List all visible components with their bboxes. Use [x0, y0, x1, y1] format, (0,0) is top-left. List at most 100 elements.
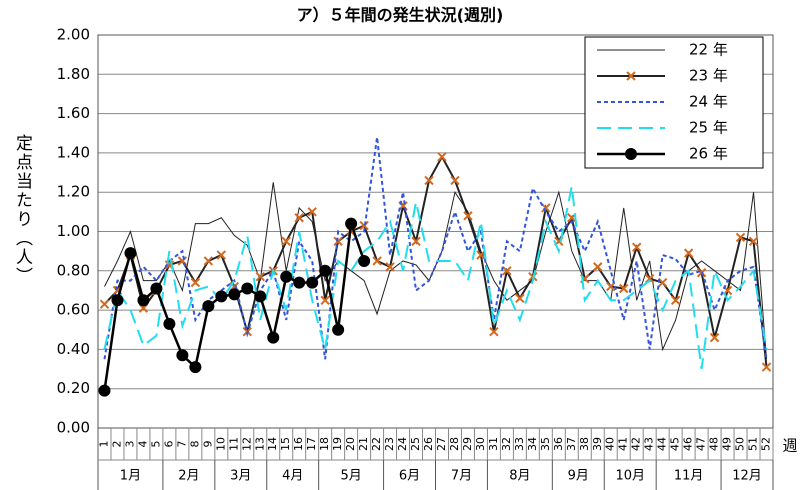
legend-label: 23 年 — [689, 67, 728, 85]
x-tick-label: 19 — [331, 437, 344, 451]
marker — [203, 256, 214, 266]
x-tick-label: 11 — [227, 437, 240, 451]
legend-label: 26 年 — [689, 145, 728, 163]
x-tick-label: 12 — [240, 437, 253, 451]
marker — [293, 276, 306, 289]
x-tick-label: 4 — [136, 441, 149, 448]
marker — [411, 236, 421, 247]
legend-label: 24 年 — [689, 93, 728, 111]
y-tick-label: 1.80 — [57, 65, 90, 83]
x-tick-label: 46 — [682, 437, 695, 451]
series-line — [104, 182, 768, 360]
marker — [515, 293, 525, 304]
marker — [163, 317, 176, 330]
marker — [190, 277, 201, 288]
x-tick-label: 30 — [474, 437, 487, 451]
x-tick-label: 5 — [149, 441, 162, 448]
x-tick-label: 18 — [318, 437, 331, 451]
x-tick-label: 24 — [396, 437, 409, 451]
month-label: 12月 — [732, 469, 762, 484]
x-tick-label: 15 — [279, 437, 292, 451]
y-tick-label: 0.20 — [57, 379, 90, 397]
x-tick-label: 32 — [500, 437, 513, 451]
marker — [619, 283, 629, 294]
legend-label: 25 年 — [689, 119, 728, 137]
y-tick-label: 2.00 — [57, 26, 90, 44]
marker — [709, 332, 720, 343]
y-tick-label: 0.80 — [57, 261, 90, 279]
marker — [255, 271, 265, 282]
x-tick-label: 25 — [409, 437, 422, 451]
x-tick-label: 6 — [162, 441, 175, 448]
marker — [202, 300, 215, 313]
marker — [254, 290, 267, 303]
marker — [437, 152, 447, 162]
marker — [281, 236, 291, 247]
marker — [320, 295, 330, 305]
x-tick-label: 43 — [643, 437, 656, 451]
marker — [372, 256, 382, 266]
x-tick-label: 38 — [578, 437, 591, 451]
y-tick-label: 0.40 — [57, 340, 90, 358]
x-tick-label: 9 — [201, 441, 214, 448]
x-tick-label: 35 — [539, 437, 552, 451]
series-line — [103, 154, 768, 368]
x-tick-label: 14 — [266, 437, 279, 451]
legend-label: 22 年 — [689, 41, 728, 59]
month-label: 8月 — [509, 469, 530, 484]
series-line — [103, 137, 768, 360]
x-tick-label: 50 — [734, 437, 747, 451]
x-tick-label: 2 — [110, 441, 123, 448]
x-tick-label: 23 — [383, 437, 396, 451]
x-tick-label: 33 — [513, 437, 526, 451]
x-tick-label: 34 — [526, 437, 539, 451]
chart-title: ア）５年間の発生状況(週別) — [297, 6, 504, 25]
marker — [424, 175, 434, 186]
x-tick-label: 31 — [487, 437, 500, 451]
x-tick-label: 27 — [435, 437, 448, 451]
marker — [683, 248, 694, 258]
marker — [631, 242, 642, 252]
month-label: 1月 — [120, 469, 141, 484]
marker — [358, 254, 371, 267]
x-tick-label: 10 — [214, 437, 227, 451]
marker — [489, 327, 499, 337]
marker — [99, 299, 110, 309]
x-tick-label: 21 — [357, 437, 370, 451]
x-tick-label: 26 — [422, 437, 435, 451]
x-tick-label: 1 — [97, 441, 110, 448]
x-tick-label: 13 — [253, 437, 266, 451]
x-tick-label: 51 — [747, 437, 760, 451]
marker — [267, 331, 280, 344]
x-tick-label: 28 — [448, 437, 461, 451]
marker — [332, 323, 345, 336]
x-tick-label: 40 — [604, 437, 617, 451]
month-label: 6月 — [399, 469, 420, 484]
marker — [670, 295, 681, 305]
y-tick-label: 1.60 — [57, 104, 90, 122]
marker — [644, 273, 655, 284]
marker — [176, 349, 189, 362]
month-label: 3月 — [230, 469, 251, 484]
marker — [241, 282, 254, 295]
x-tick-label: 3 — [123, 441, 136, 448]
x-tick-label: 8 — [188, 441, 201, 448]
marker — [450, 175, 460, 186]
x-tick-label: 17 — [305, 437, 318, 451]
marker — [385, 262, 395, 272]
y-axis-label: 定点当たり（人） — [12, 134, 33, 286]
marker — [463, 211, 473, 221]
x-tick-label: 45 — [669, 437, 682, 451]
marker — [189, 361, 202, 374]
marker — [593, 262, 603, 272]
month-label: 7月 — [451, 469, 472, 484]
month-label: 9月 — [568, 469, 589, 484]
marker — [228, 288, 241, 301]
x-tick-label: 41 — [617, 437, 630, 451]
marker — [541, 203, 551, 213]
x-tick-label: 48 — [708, 437, 721, 451]
marker — [606, 281, 616, 292]
marker — [626, 71, 636, 81]
y-tick-label: 1.20 — [57, 183, 90, 201]
